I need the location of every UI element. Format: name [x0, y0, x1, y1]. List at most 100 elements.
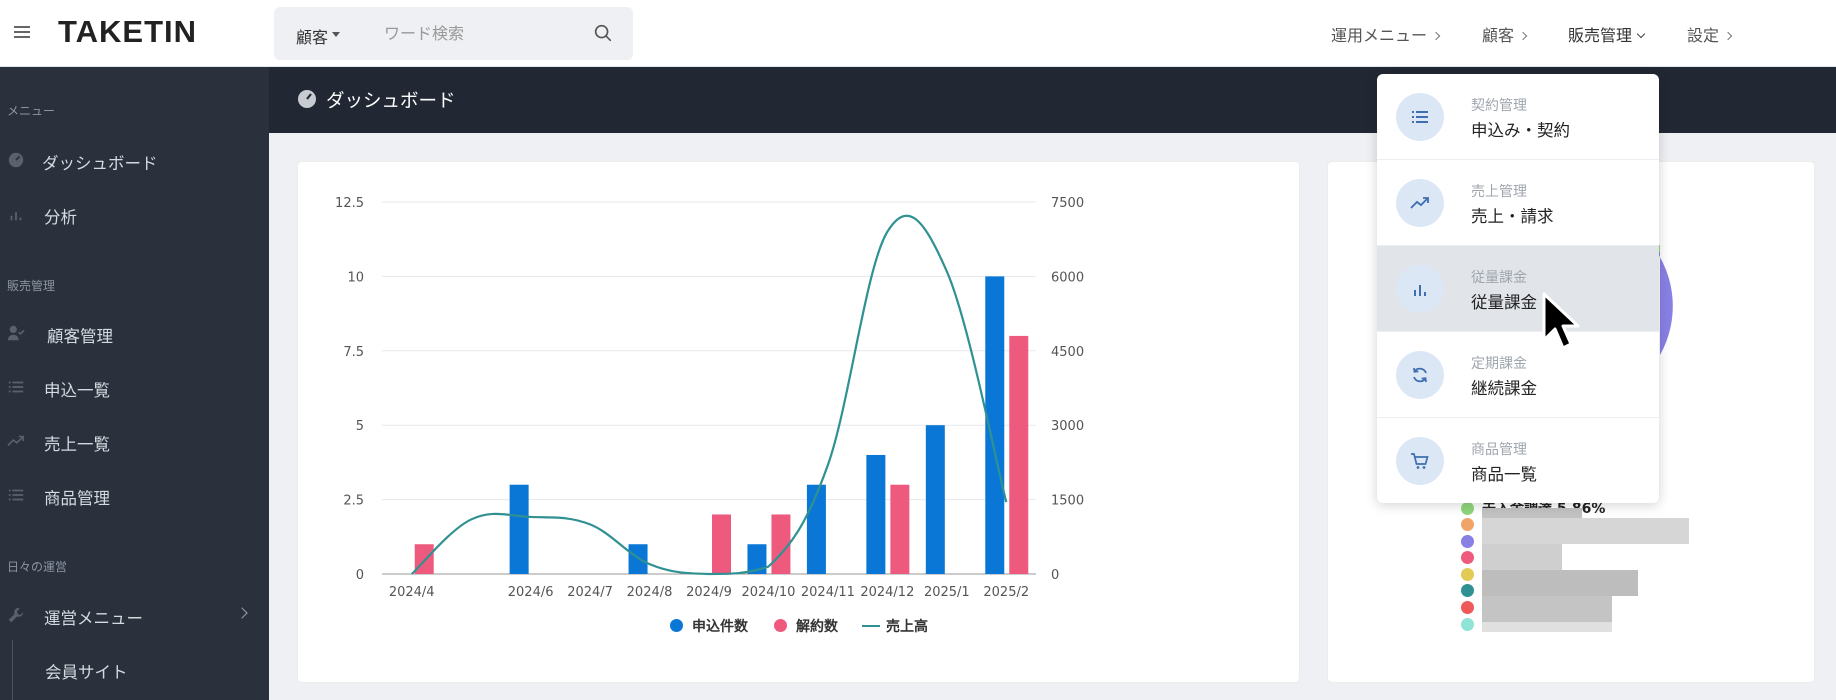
caret-down-icon[interactable] [332, 32, 340, 37]
dashboard-icon [8, 152, 24, 168]
trending-up-icon [7, 435, 25, 447]
y-right-tick-label: 6000 [1051, 270, 1084, 285]
y-left-tick-label: 0 [356, 568, 364, 583]
y-right-tick-label: 1500 [1051, 494, 1084, 509]
bar-applications [806, 484, 826, 574]
y-left-tick-label: 7.5 [343, 345, 364, 360]
redacted-block [1482, 570, 1638, 596]
bar-chart-icon [1414, 285, 1426, 296]
list-icon [8, 381, 24, 393]
chevron-right-icon [1431, 31, 1441, 41]
chevron-right-icon [1518, 31, 1528, 41]
legend-dot-icon [1461, 584, 1474, 597]
hamburger-menu-icon[interactable] [14, 26, 30, 40]
x-tick-label: 2024/8 [627, 585, 673, 600]
sidebar-item-applications[interactable]: 申込一覧 [0, 367, 269, 407]
combo-chart: 0 2.5 5 7.5 10 12.5 0 1500 3000 4500 6000 7500 2024/… [335, 196, 1084, 600]
bar-applications [509, 484, 529, 574]
list-icon [8, 489, 24, 501]
page-title: ダッシュボード [326, 91, 456, 112]
cart-icon [1411, 453, 1429, 469]
legend-dot-icon [1461, 502, 1474, 515]
legend-item-applications[interactable]: 申込件数 [670, 616, 748, 636]
legend-dot-icon [1461, 618, 1474, 631]
search-scope-select[interactable]: 顧客 [296, 28, 329, 47]
bar-cancellations [1009, 335, 1029, 574]
bar-applications [985, 276, 1005, 574]
sidebar-item-dashboard[interactable]: ダッシュボード [0, 140, 269, 180]
nav-settings[interactable]: 設定 [1687, 22, 1733, 46]
y-left-tick-label: 2.5 [343, 494, 364, 509]
legend-item-revenue[interactable]: 売上高 [862, 616, 928, 636]
legend-dot-icon [1461, 551, 1474, 564]
y-right-tick-label: 4500 [1051, 345, 1084, 360]
x-tick-label: 2024/4 [389, 585, 435, 600]
search-icon[interactable] [592, 22, 614, 44]
refresh-icon [1413, 367, 1427, 383]
chevron-down-icon [1636, 29, 1646, 39]
sidebar-item-analytics[interactable]: 分析 [0, 194, 269, 234]
dashboard-icon [298, 90, 316, 108]
x-tick-label: 2024/11 [801, 585, 855, 600]
dropdown-item-products[interactable]: 商品管理 商品一覧 [1377, 418, 1659, 503]
user-check-icon [7, 325, 25, 341]
logo[interactable]: TAKETIN [58, 14, 197, 50]
bar-cancellations [712, 514, 731, 574]
bar-applications [628, 544, 648, 574]
sidebar-section-sales: 販売管理 [7, 279, 56, 293]
dropdown-item-sales[interactable]: 売上管理 売上・請求 [1377, 160, 1659, 246]
x-tick-label: 2024/7 [567, 585, 613, 600]
nav-customers[interactable]: 顧客 [1482, 22, 1528, 46]
trending-up-icon [1410, 197, 1429, 209]
x-tick-label: 2025/2 [983, 585, 1029, 600]
sidebar-item-customers[interactable]: 顧客管理 [0, 313, 269, 353]
legend-dot-icon [1461, 601, 1474, 614]
dropdown-item-contracts[interactable]: 契約管理 申込み・契約 [1377, 74, 1659, 160]
legend-dot-icon [1461, 568, 1474, 581]
y-right-tick-label: 0 [1051, 568, 1059, 583]
sidebar: メニュー ダッシュボード 分析 販売管理 顧客管理 申込一覧 売上一覧 商品管理… [0, 67, 269, 700]
nav-sales-management[interactable]: 販売管理 [1568, 22, 1646, 46]
sidebar-item-operations-menu[interactable]: 運営メニュー [0, 595, 269, 635]
dropdown-item-metered-billing[interactable]: 従量課金 従量課金 [1377, 246, 1659, 332]
sidebar-item-sales[interactable]: 売上一覧 [0, 421, 269, 461]
bar-applications [866, 454, 886, 574]
sidebar-item-member-site[interactable]: 会員サイト [45, 663, 128, 682]
y-left-tick-label: 12.5 [335, 196, 364, 211]
redacted-block [1482, 544, 1562, 570]
x-tick-label: 2024/10 [741, 585, 795, 600]
search-input[interactable] [384, 20, 584, 46]
bar-applications [925, 425, 945, 574]
legend-line-icon [862, 625, 880, 627]
chevron-right-icon [1723, 31, 1733, 41]
top-header: TAKETIN 顧客 運用メニュー 顧客 販売管理 設定 [0, 0, 1836, 67]
sidebar-item-products[interactable]: 商品管理 [0, 475, 269, 515]
nav-operation-menu[interactable]: 運用メニュー [1331, 22, 1441, 46]
legend-dot-icon [1461, 518, 1474, 531]
legend-dot-icon [1461, 535, 1474, 548]
sidebar-section-menu: メニュー [7, 104, 56, 118]
list-icon [1412, 111, 1428, 123]
y-right-tick-label: 3000 [1051, 419, 1084, 434]
mouse-cursor-icon [1542, 292, 1580, 350]
dropdown-item-recurring-billing[interactable]: 定期課金 継続課金 [1377, 332, 1659, 418]
sales-management-dropdown: 契約管理 申込み・契約 売上管理 売上・請求 従量課金 従量課金 定期課金 継続… [1377, 74, 1659, 503]
wrench-icon [8, 607, 24, 623]
x-tick-label: 2024/6 [508, 585, 554, 600]
redacted-block [1482, 622, 1612, 632]
sidebar-section-daily-ops: 日々の運営 [7, 560, 68, 574]
x-tick-label: 2024/12 [860, 585, 914, 600]
y-left-tick-label: 5 [356, 419, 364, 434]
redacted-block [1482, 596, 1612, 622]
legend-dot-icon [670, 619, 683, 632]
chevron-right-icon [236, 607, 248, 619]
bar-cancellations [890, 484, 910, 574]
bar-chart-icon [10, 212, 22, 221]
y-left-tick-label: 10 [347, 270, 364, 285]
revenue-line [410, 214, 1008, 576]
legend-item-cancellations[interactable]: 解約数 [774, 616, 838, 636]
legend-dot-icon [774, 619, 787, 632]
search-bar: 顧客 [274, 7, 633, 60]
bar-cancellations [771, 514, 791, 574]
x-tick-label: 2024/9 [686, 585, 732, 600]
